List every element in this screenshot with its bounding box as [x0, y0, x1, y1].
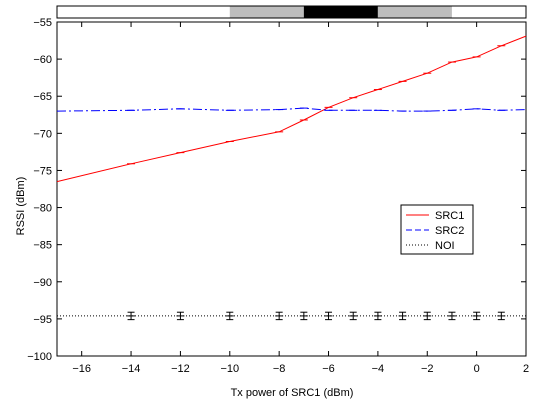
error-bar-noi	[448, 311, 456, 321]
x-axis-label: Tx power of SRC1 (dBm)	[231, 387, 354, 399]
band-segment-0	[57, 6, 230, 18]
y-tick-label: −95	[33, 314, 52, 326]
x-tick-label: −14	[122, 363, 141, 375]
x-tick-label: −8	[273, 363, 286, 375]
y-tick-label: −65	[33, 91, 52, 103]
error-bar-noi	[325, 311, 333, 321]
plot-series	[56, 35, 527, 321]
error-bar-noi	[226, 311, 234, 321]
band-segment-4	[451, 6, 526, 18]
legend-label-src2: SRC2	[435, 225, 464, 237]
y-tick-label: −100	[27, 351, 52, 363]
error-bar-noi	[349, 311, 357, 321]
y-tick-label: −75	[33, 165, 52, 177]
error-bar-noi	[399, 311, 407, 321]
y-tick-label: −60	[33, 54, 52, 66]
legend-label-noi: NOI	[435, 240, 455, 252]
x-tick-label: −2	[421, 363, 434, 375]
error-bar-noi	[374, 311, 382, 321]
y-tick-label: −80	[33, 203, 52, 215]
error-bar-noi	[497, 311, 505, 321]
legend-box	[400, 204, 474, 255]
x-tick-label: −12	[171, 363, 190, 375]
x-tick-label: −10	[220, 363, 239, 375]
plot-frame	[56, 21, 527, 357]
x-tick-label: −4	[372, 363, 385, 375]
error-bar-noi	[423, 311, 431, 321]
x-tick-label: 2	[523, 363, 529, 375]
error-bar-noi	[473, 311, 481, 321]
error-bar-noi	[127, 311, 135, 321]
y-axis-label: RSSI (dBm)	[15, 177, 27, 236]
x-tick-label: 0	[474, 363, 480, 375]
band-frame	[56, 5, 527, 19]
band-segment-3	[377, 6, 452, 18]
y-tick-label: −55	[33, 17, 52, 29]
band-segment-2	[303, 6, 378, 18]
x-tick-label: −16	[72, 363, 91, 375]
band-segment-1	[229, 6, 304, 18]
error-bar-noi	[176, 311, 184, 321]
intensity-band	[56, 5, 527, 19]
y-tick-label: −70	[33, 128, 52, 140]
tick-labels: −16 −14 −12 −10 −8 −6 −4 −2 0 2 −100 −95 −90 −85 −80 −7…	[27, 17, 529, 375]
legend: SRC1 SRC2 NOI	[400, 204, 474, 255]
axes-frame	[56, 21, 527, 357]
legend-label-src1: SRC1	[435, 210, 464, 222]
y-tick-label: −90	[33, 277, 52, 289]
error-bar-noi	[275, 311, 283, 321]
error-bar-noi	[300, 311, 308, 321]
x-tick-label: −6	[322, 363, 335, 375]
y-tick-label: −85	[33, 240, 52, 252]
